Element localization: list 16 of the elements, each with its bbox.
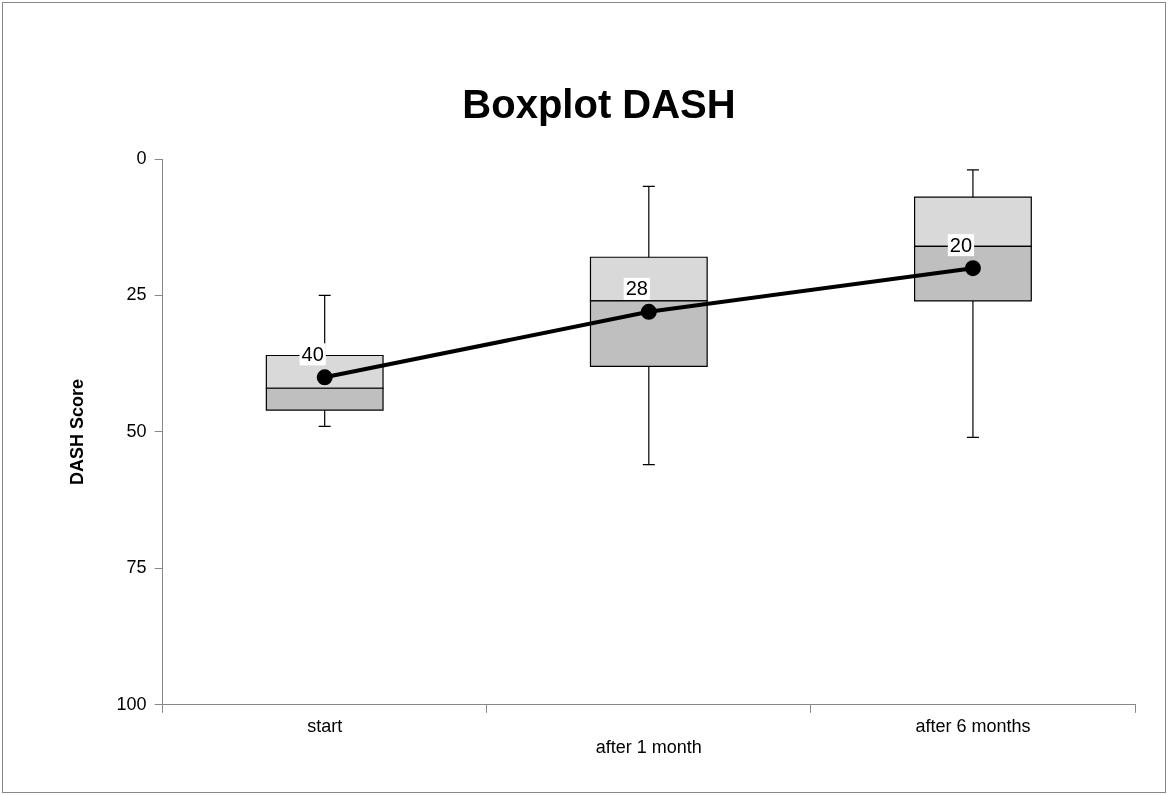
y-tick-label: 25 xyxy=(126,284,147,305)
chart-title: Boxplot DASH xyxy=(462,82,736,127)
y-tick-label: 0 xyxy=(136,147,147,168)
x-tick-label: after 1 month xyxy=(595,737,702,758)
point xyxy=(316,369,333,386)
y-tick-label: 100 xyxy=(116,693,147,714)
data-label: 28 xyxy=(625,277,648,300)
data-label: 20 xyxy=(949,233,973,256)
point xyxy=(640,303,657,320)
y-axis-title: DASH Score xyxy=(66,378,87,485)
y-tick-label: 75 xyxy=(126,557,147,578)
data-label: 40 xyxy=(301,342,324,365)
x-tick-label: after 6 months xyxy=(915,715,1031,736)
y-tick-label: 50 xyxy=(126,420,147,441)
point xyxy=(964,260,981,277)
x-tick-label: start xyxy=(307,715,343,736)
